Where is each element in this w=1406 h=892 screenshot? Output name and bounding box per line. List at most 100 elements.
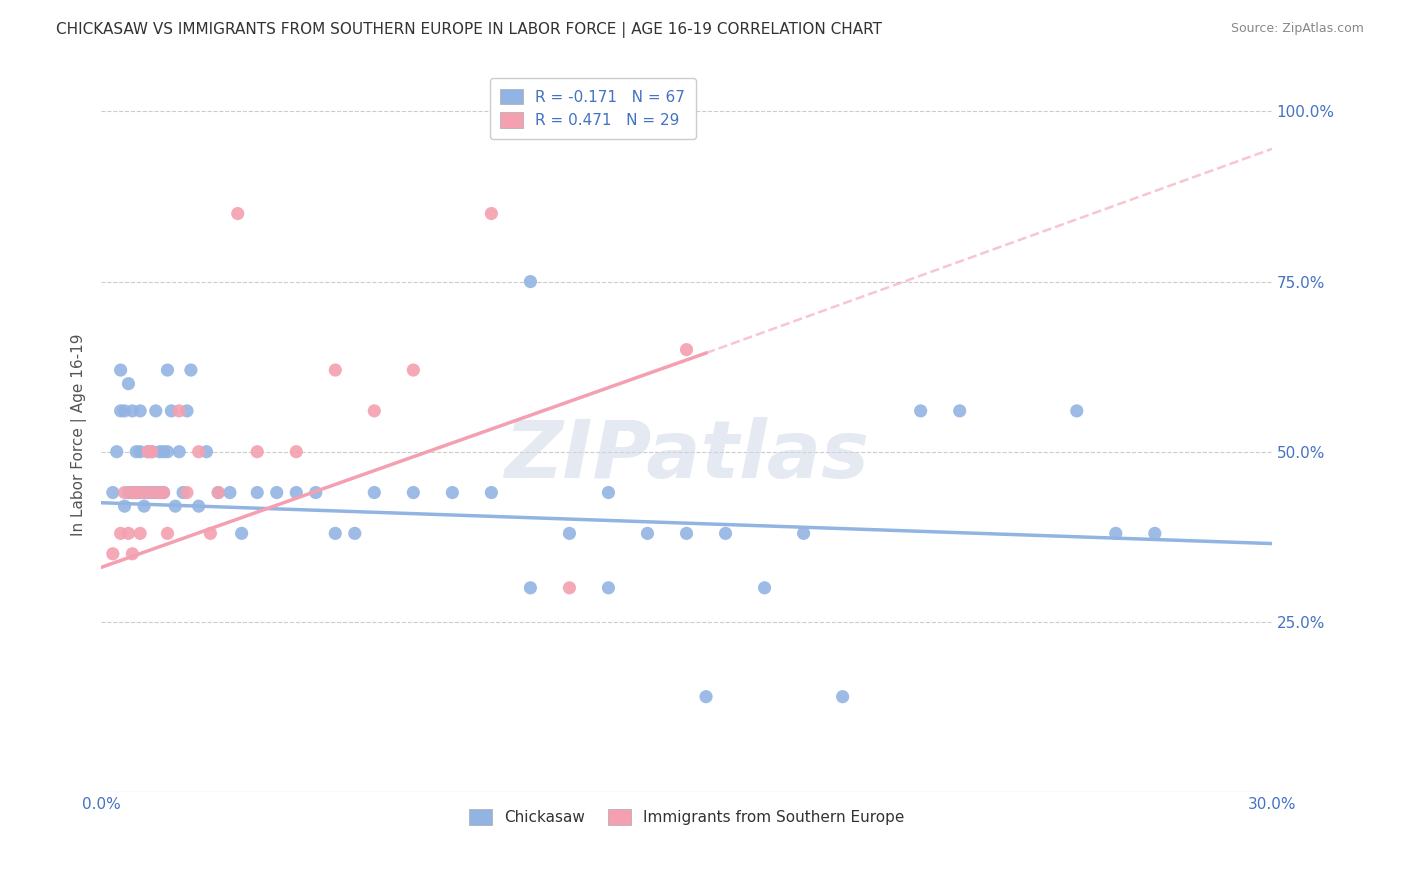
Point: [266, 485, 288, 500]
Point: [141, 485, 163, 500]
Point: [675, 343, 697, 357]
Point: [121, 404, 143, 418]
Point: [129, 526, 152, 541]
Point: [176, 404, 198, 418]
Point: [145, 404, 167, 418]
Point: [172, 485, 194, 500]
Point: [105, 444, 128, 458]
Point: [479, 485, 502, 500]
Point: [176, 485, 198, 500]
Y-axis label: In Labor Force | Age 16-19: In Labor Force | Age 16-19: [72, 334, 87, 536]
Point: [441, 485, 464, 500]
Point: [949, 404, 972, 418]
Point: [231, 526, 253, 541]
Point: [117, 526, 139, 541]
Point: [114, 499, 136, 513]
Point: [558, 526, 581, 541]
Point: [363, 485, 385, 500]
Point: [117, 485, 139, 500]
Point: [167, 404, 190, 418]
Point: [125, 444, 148, 458]
Point: [156, 526, 179, 541]
Point: [110, 363, 132, 377]
Point: [285, 444, 308, 458]
Point: [598, 485, 620, 500]
Point: [149, 485, 172, 500]
Point: [793, 526, 815, 541]
Point: [246, 485, 269, 500]
Point: [200, 526, 222, 541]
Point: [558, 581, 581, 595]
Point: [195, 444, 218, 458]
Point: [156, 444, 179, 458]
Point: [129, 404, 152, 418]
Point: [160, 404, 183, 418]
Point: [141, 444, 163, 458]
Point: [187, 444, 209, 458]
Point: [129, 485, 152, 500]
Point: [323, 363, 346, 377]
Point: [187, 499, 209, 513]
Point: [1105, 526, 1128, 541]
Point: [152, 485, 174, 500]
Point: [285, 485, 308, 500]
Point: [714, 526, 737, 541]
Point: [156, 363, 179, 377]
Point: [145, 485, 167, 500]
Point: [402, 363, 425, 377]
Point: [219, 485, 242, 500]
Point: [132, 499, 155, 513]
Point: [207, 485, 229, 500]
Point: [167, 444, 190, 458]
Point: [129, 444, 152, 458]
Point: [141, 444, 163, 458]
Point: [519, 581, 541, 595]
Point: [136, 444, 159, 458]
Text: Source: ZipAtlas.com: Source: ZipAtlas.com: [1230, 22, 1364, 36]
Point: [149, 485, 172, 500]
Point: [519, 275, 541, 289]
Point: [831, 690, 853, 704]
Point: [110, 526, 132, 541]
Point: [141, 485, 163, 500]
Point: [402, 485, 425, 500]
Point: [117, 376, 139, 391]
Point: [695, 690, 717, 704]
Point: [121, 485, 143, 500]
Point: [125, 485, 148, 500]
Point: [1066, 404, 1088, 418]
Point: [343, 526, 366, 541]
Point: [363, 404, 385, 418]
Point: [1143, 526, 1166, 541]
Point: [132, 485, 155, 500]
Text: ZIPatlas: ZIPatlas: [503, 417, 869, 495]
Point: [136, 485, 159, 500]
Point: [675, 526, 697, 541]
Point: [132, 485, 155, 500]
Point: [637, 526, 659, 541]
Point: [226, 206, 249, 220]
Point: [754, 581, 776, 595]
Point: [136, 444, 159, 458]
Point: [101, 547, 124, 561]
Point: [152, 444, 174, 458]
Point: [149, 444, 172, 458]
Point: [121, 547, 143, 561]
Point: [110, 404, 132, 418]
Point: [598, 581, 620, 595]
Legend: Chickasaw, Immigrants from Southern Europe: Chickasaw, Immigrants from Southern Euro…: [460, 800, 914, 834]
Point: [910, 404, 932, 418]
Point: [305, 485, 328, 500]
Point: [125, 485, 148, 500]
Point: [152, 485, 174, 500]
Point: [165, 499, 187, 513]
Point: [101, 485, 124, 500]
Point: [207, 485, 229, 500]
Point: [180, 363, 202, 377]
Point: [246, 444, 269, 458]
Point: [323, 526, 346, 541]
Point: [479, 206, 502, 220]
Point: [114, 485, 136, 500]
Point: [121, 485, 143, 500]
Text: CHICKASAW VS IMMIGRANTS FROM SOUTHERN EUROPE IN LABOR FORCE | AGE 16-19 CORRELAT: CHICKASAW VS IMMIGRANTS FROM SOUTHERN EU…: [56, 22, 882, 38]
